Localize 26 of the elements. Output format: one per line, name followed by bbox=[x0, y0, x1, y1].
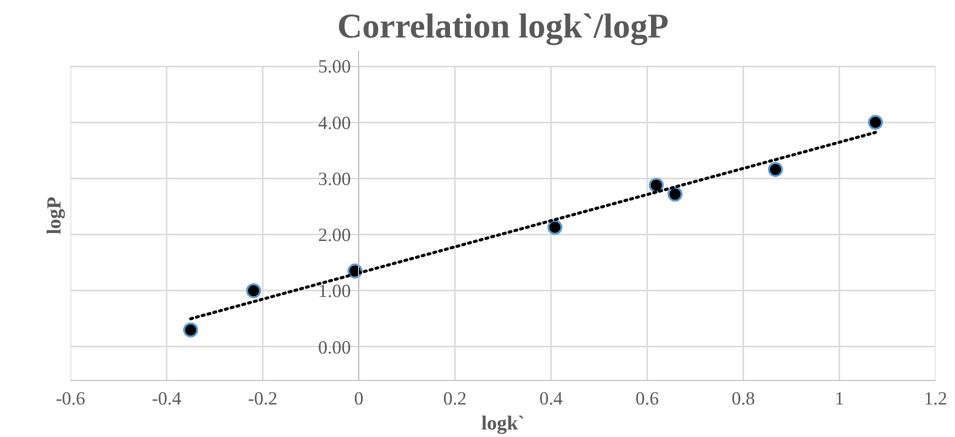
x-tick-label: 0.2 bbox=[443, 388, 467, 410]
x-tick-label: -0.4 bbox=[152, 388, 182, 410]
y-tick-label: 2.00 bbox=[318, 225, 351, 246]
x-tick-label: 0 bbox=[354, 388, 364, 410]
point bbox=[868, 114, 883, 130]
x-tick-label: 1.2 bbox=[924, 388, 948, 410]
point bbox=[668, 186, 683, 202]
y-tick-label: 3.00 bbox=[318, 168, 351, 190]
point bbox=[547, 220, 562, 235]
x-axis-title: logk` bbox=[481, 412, 525, 434]
point bbox=[768, 162, 783, 177]
y-tick-label: 1.00 bbox=[318, 281, 351, 302]
point bbox=[183, 322, 198, 338]
point bbox=[246, 283, 262, 298]
x-tick-label: 0.8 bbox=[732, 388, 755, 410]
x-tick-label: -0.6 bbox=[56, 388, 86, 410]
point bbox=[648, 178, 664, 193]
x-tick-label: -0.2 bbox=[248, 388, 278, 410]
y-tick-label: 0.00 bbox=[318, 337, 351, 358]
x-tick-label: 0.6 bbox=[636, 388, 659, 410]
x-tick-label: 0.4 bbox=[539, 388, 564, 410]
y-axis-title: logP bbox=[44, 196, 66, 234]
x-tick-label: 1 bbox=[834, 388, 844, 410]
y-tick-label: 4.00 bbox=[318, 112, 351, 134]
y-tick-label: 5.00 bbox=[318, 56, 351, 78]
chart-title: Correlation logk`/logP bbox=[337, 8, 669, 46]
